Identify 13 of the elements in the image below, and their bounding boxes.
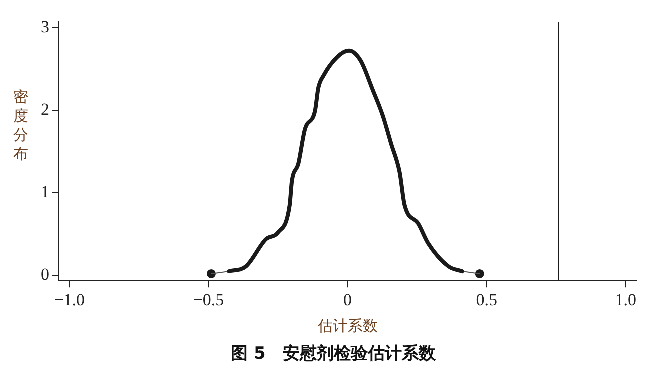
x-tick-label: 0 <box>344 290 352 310</box>
x-tick-label: 1.0 <box>615 290 636 310</box>
x-tick-label: −0.5 <box>193 290 224 310</box>
x-tick-label: −1.0 <box>54 290 86 310</box>
x-tick-label: 0.5 <box>476 290 498 310</box>
y-tick-label: 1 <box>41 182 50 202</box>
y-tick-label: 3 <box>41 17 50 36</box>
line-series <box>227 48 464 274</box>
y-tick-label: 2 <box>41 100 50 119</box>
y-axis-title: 密度分布 <box>12 88 30 164</box>
text: 图 5 安慰剂检验估计系数 <box>230 343 437 365</box>
x-axis-title: 估计系数 <box>316 316 378 335</box>
y-tick-label: 0 <box>41 265 50 284</box>
